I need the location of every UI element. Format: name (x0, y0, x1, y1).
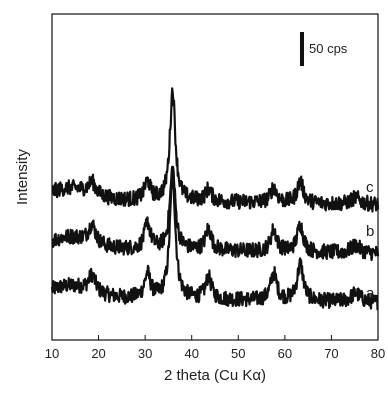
trace-label-c: c (366, 179, 374, 196)
x-tick-label-70: 70 (324, 346, 338, 361)
x-tick-label-40: 40 (184, 346, 198, 361)
traces-group (50, 87, 380, 311)
x-tick-label-10: 10 (45, 346, 59, 361)
x-tick-label-20: 20 (91, 346, 105, 361)
scale-bar-label: 50 cps (309, 41, 348, 56)
trace-label-a: a (366, 285, 375, 302)
x-tick-label-30: 30 (138, 346, 152, 361)
scale-bar-mark (300, 32, 304, 66)
x-axis: 10 20 30 40 50 60 70 80 (45, 335, 385, 361)
series-line-c (51, 87, 380, 213)
x-tick-label-50: 50 (231, 346, 245, 361)
trace-label-b: b (366, 223, 374, 240)
series-line-b (51, 165, 380, 262)
x-axis-title: 2 theta (Cu Kα) (164, 367, 266, 384)
plot-frame (51, 13, 379, 341)
x-tick-label-80: 80 (371, 346, 385, 361)
y-axis-title: Intensity (14, 149, 31, 205)
x-tick-label-60: 60 (278, 346, 292, 361)
series-line-a (50, 167, 379, 311)
scale-bar: 50 cps (300, 32, 348, 66)
